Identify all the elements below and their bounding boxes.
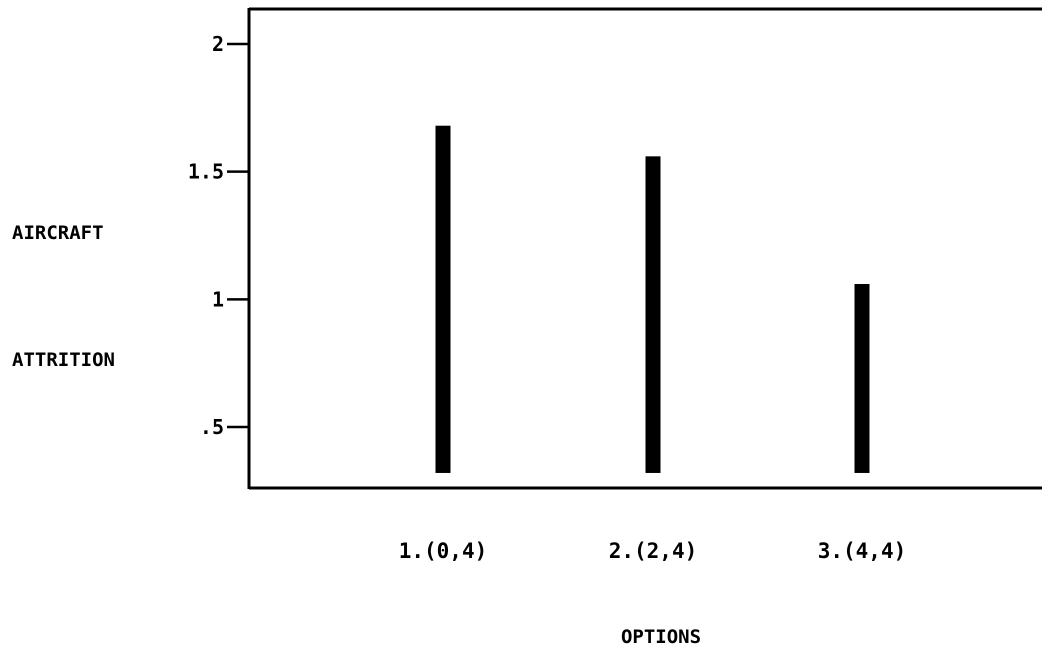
y-tick-label: 2 xyxy=(212,32,224,56)
x-axis-label: OPTIONS xyxy=(621,626,701,648)
y-axis-label-line-1: AIRCRAFT xyxy=(12,222,104,244)
x-category-label-3: 3.(4,4) xyxy=(818,539,907,563)
y-ticks: .5 1 1.5 2 xyxy=(188,32,249,439)
bars xyxy=(435,125,870,473)
bar-3 xyxy=(854,284,870,473)
x-category-labels: 1.(0,4) 2.(2,4) 3.(4,4) xyxy=(399,539,907,563)
x-category-label-1: 1.(0,4) xyxy=(399,539,488,563)
y-tick-label: .5 xyxy=(200,415,224,439)
plot-frame xyxy=(247,7,1042,490)
y-axis-label-line-2: ATTRITION xyxy=(12,349,115,371)
x-category-label-2: 2.(2,4) xyxy=(609,539,698,563)
y-tick-label: 1 xyxy=(212,287,224,311)
bar-1 xyxy=(435,125,451,473)
bar-2 xyxy=(645,156,661,473)
y-tick-label: 1.5 xyxy=(188,160,224,184)
